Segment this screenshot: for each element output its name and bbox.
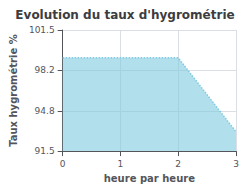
svg-text:Taux hygrométrie %: Taux hygrométrie % [8,34,19,147]
svg-text:0: 0 [60,159,66,169]
svg-text:98.2: 98.2 [35,65,55,75]
svg-text:Evolution du taux d'hygrométri: Evolution du taux d'hygrométrie [15,8,234,22]
svg-text:heure par heure: heure par heure [104,173,195,184]
svg-text:91.5: 91.5 [35,146,55,156]
svg-text:2: 2 [175,159,181,169]
svg-text:3: 3 [233,159,239,169]
svg-text:1: 1 [118,159,124,169]
svg-text:101.5: 101.5 [29,25,55,35]
svg-text:94.8: 94.8 [35,106,55,116]
